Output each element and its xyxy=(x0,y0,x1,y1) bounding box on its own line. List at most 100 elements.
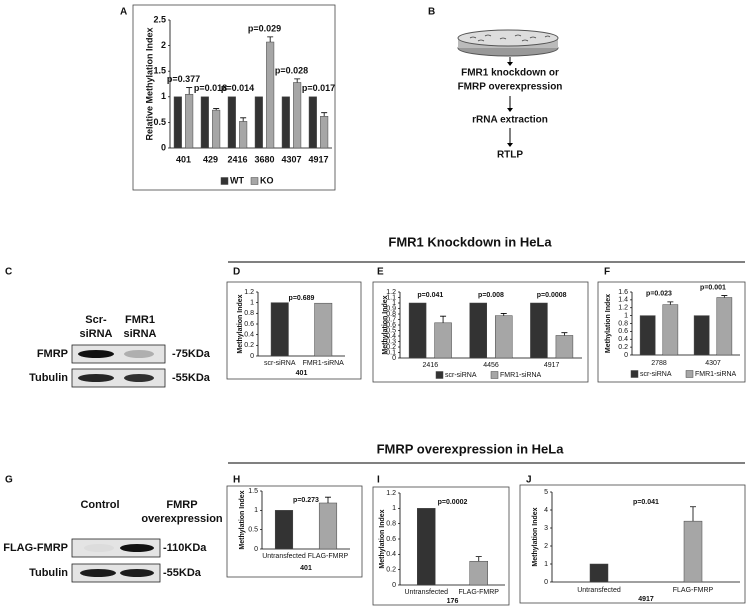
x-tick-label: 2416 xyxy=(423,362,439,369)
y-tick-label: 0.2 xyxy=(244,342,254,349)
blot-row-label: Tubulin xyxy=(29,567,68,579)
y-tick-label: 1 xyxy=(392,300,396,307)
error-bar xyxy=(500,313,507,316)
bar xyxy=(173,96,182,149)
legend-label: KO xyxy=(260,175,274,185)
blot-row-label: FMRP xyxy=(37,348,68,360)
chart-frame xyxy=(372,486,510,606)
panel-label: B xyxy=(428,7,435,18)
legend-swatch xyxy=(630,370,639,378)
p-value: p=0.029 xyxy=(248,23,281,33)
bar xyxy=(318,502,338,550)
error-bar xyxy=(561,332,568,336)
x-tick-label: scr-siRNA xyxy=(264,360,296,367)
y-tick-label: 1 xyxy=(624,312,628,319)
y-tick-label: 0.5 xyxy=(386,327,396,334)
y-tick-label: 2 xyxy=(161,40,166,50)
y-tick-label: 0.5 xyxy=(153,117,166,127)
y-tick-label: 0 xyxy=(544,579,548,586)
p-value: p=0.028 xyxy=(275,65,308,75)
p-value: p=0.377 xyxy=(167,74,200,84)
y-tick-label: 0.4 xyxy=(386,333,396,340)
y-tick-label: 0.2 xyxy=(386,344,396,351)
y-tick-label: 1 xyxy=(254,507,258,514)
error-bar xyxy=(213,108,220,111)
blot-band xyxy=(78,350,114,358)
bar xyxy=(555,335,574,359)
x-tick-label: 2416 xyxy=(227,154,247,164)
bar xyxy=(716,297,733,356)
y-tick-label: 1.6 xyxy=(618,289,628,296)
error-bar xyxy=(440,315,447,323)
y-axis-label: Methylation Index xyxy=(605,294,612,353)
y-tick-label: 1 xyxy=(544,561,548,568)
flow-arrowhead xyxy=(507,108,513,112)
y-tick-label: 0.2 xyxy=(618,344,628,351)
legend-swatch xyxy=(435,371,444,379)
error-bar xyxy=(321,112,328,117)
section-title: FMR1 Knockdown in HeLa xyxy=(388,234,552,249)
legend-label: FMR1-siRNA xyxy=(695,371,737,378)
blot-strip xyxy=(71,344,166,364)
blot-band xyxy=(120,544,154,552)
x-axis-label: 401 xyxy=(300,565,312,572)
y-axis-label: Methylation Index xyxy=(239,490,246,549)
y-tick-label: 4 xyxy=(544,507,548,514)
y-tick-label: 0.3 xyxy=(386,338,396,345)
chart-frame xyxy=(132,4,336,191)
y-tick-label: 0.6 xyxy=(386,322,396,329)
p-value: p=0.014 xyxy=(221,83,254,93)
section-title: FMRP overexpression in HeLa xyxy=(377,441,565,456)
panel-label: H xyxy=(233,475,240,486)
flow-step: FMR1 knockdown or xyxy=(461,68,559,79)
chart-frame xyxy=(597,281,746,383)
y-tick-label: 0.8 xyxy=(386,521,396,528)
blot-band xyxy=(120,569,154,577)
y-tick-label: 0.6 xyxy=(386,536,396,543)
panel-label: J xyxy=(526,475,532,486)
y-tick-label: 0.1 xyxy=(386,349,396,356)
legend-swatch xyxy=(220,177,229,185)
y-tick-label: 0.8 xyxy=(386,311,396,318)
y-axis-label: Methylation Index xyxy=(237,294,244,353)
x-axis-label: 176 xyxy=(447,598,459,605)
y-tick-label: 0 xyxy=(624,352,628,359)
error-bar xyxy=(690,506,696,522)
y-tick-label: 0.4 xyxy=(386,551,396,558)
x-tick-label: 4917 xyxy=(308,154,328,164)
y-tick-label: 1.2 xyxy=(386,289,396,296)
y-tick-label: 1 xyxy=(161,91,166,101)
flow-arrowhead xyxy=(507,62,513,66)
bar xyxy=(639,315,656,356)
legend-swatch xyxy=(685,370,694,378)
bar xyxy=(494,315,513,359)
x-tick-label: 4307 xyxy=(705,360,721,367)
y-tick-label: 1 xyxy=(250,300,254,307)
blot-strip xyxy=(71,368,166,388)
bar xyxy=(417,508,436,586)
error-bar xyxy=(721,295,728,298)
p-value: p=0.0002 xyxy=(438,499,468,506)
blot-size: -75KDa xyxy=(172,348,211,360)
panel-label: E xyxy=(377,267,384,278)
y-tick-label: 0 xyxy=(392,355,396,362)
y-tick-label: 0.8 xyxy=(618,320,628,327)
y-tick-label: 1.2 xyxy=(618,305,628,312)
y-tick-label: 0.6 xyxy=(244,321,254,328)
error-bar xyxy=(240,117,247,122)
error-bar xyxy=(325,496,331,503)
dish xyxy=(457,29,559,57)
bar xyxy=(239,121,248,149)
legend-label: WT xyxy=(230,175,244,185)
flow-arrowhead xyxy=(507,143,513,147)
blot-band xyxy=(124,350,154,358)
blot-band xyxy=(78,374,114,382)
panel-label: A xyxy=(120,7,127,18)
y-tick-label: 3 xyxy=(544,525,548,532)
lane-label: Control xyxy=(80,499,119,511)
x-axis-label: 4917 xyxy=(638,596,654,603)
y-tick-label: 0 xyxy=(161,142,166,152)
chart-frame xyxy=(372,281,589,383)
y-tick-label: 1.2 xyxy=(244,289,254,296)
